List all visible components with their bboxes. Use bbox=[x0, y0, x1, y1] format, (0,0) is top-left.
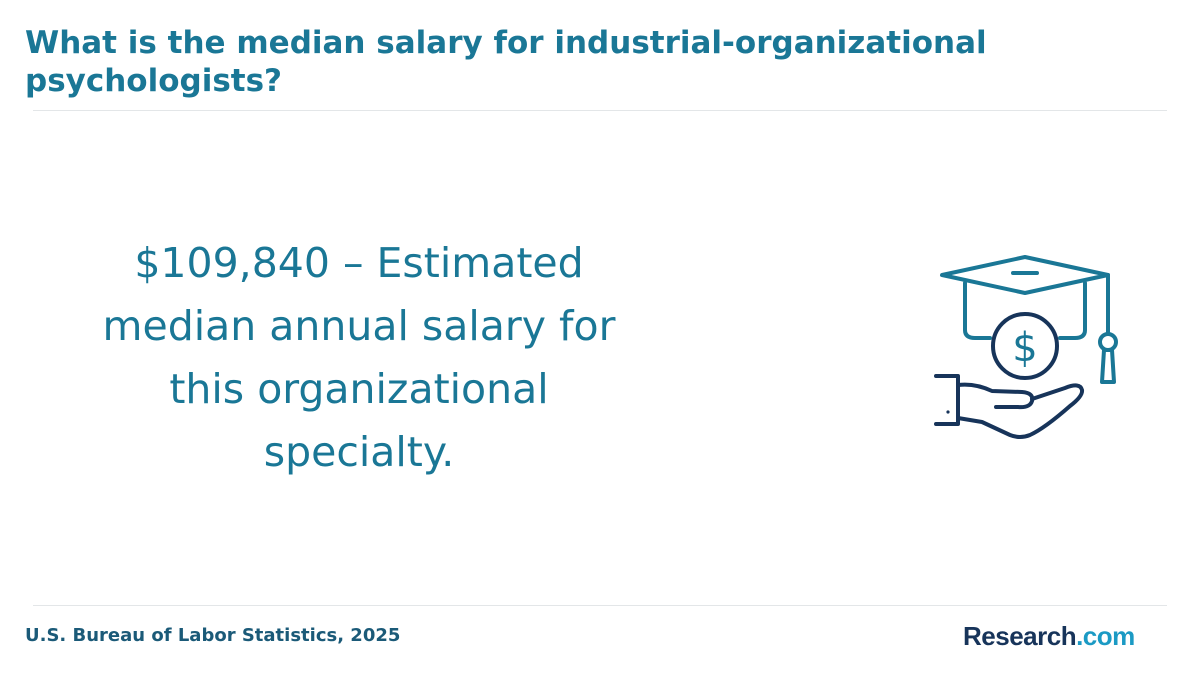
header-divider bbox=[33, 110, 1167, 111]
svg-text:$: $ bbox=[1012, 325, 1037, 371]
graduation-cap-coin-hand-icon: $ bbox=[934, 255, 1118, 439]
brand-name: Research bbox=[963, 621, 1077, 651]
salary-statement: $109,840 – Estimated median annual salar… bbox=[102, 239, 616, 476]
brand-tld: .com bbox=[1076, 621, 1135, 651]
brand-logo: Research.com bbox=[963, 620, 1135, 652]
source-citation: U.S. Bureau of Labor Statistics, 2025 bbox=[25, 625, 401, 646]
page-title: What is the median salary for industrial… bbox=[25, 25, 987, 99]
footer-divider bbox=[33, 605, 1167, 606]
